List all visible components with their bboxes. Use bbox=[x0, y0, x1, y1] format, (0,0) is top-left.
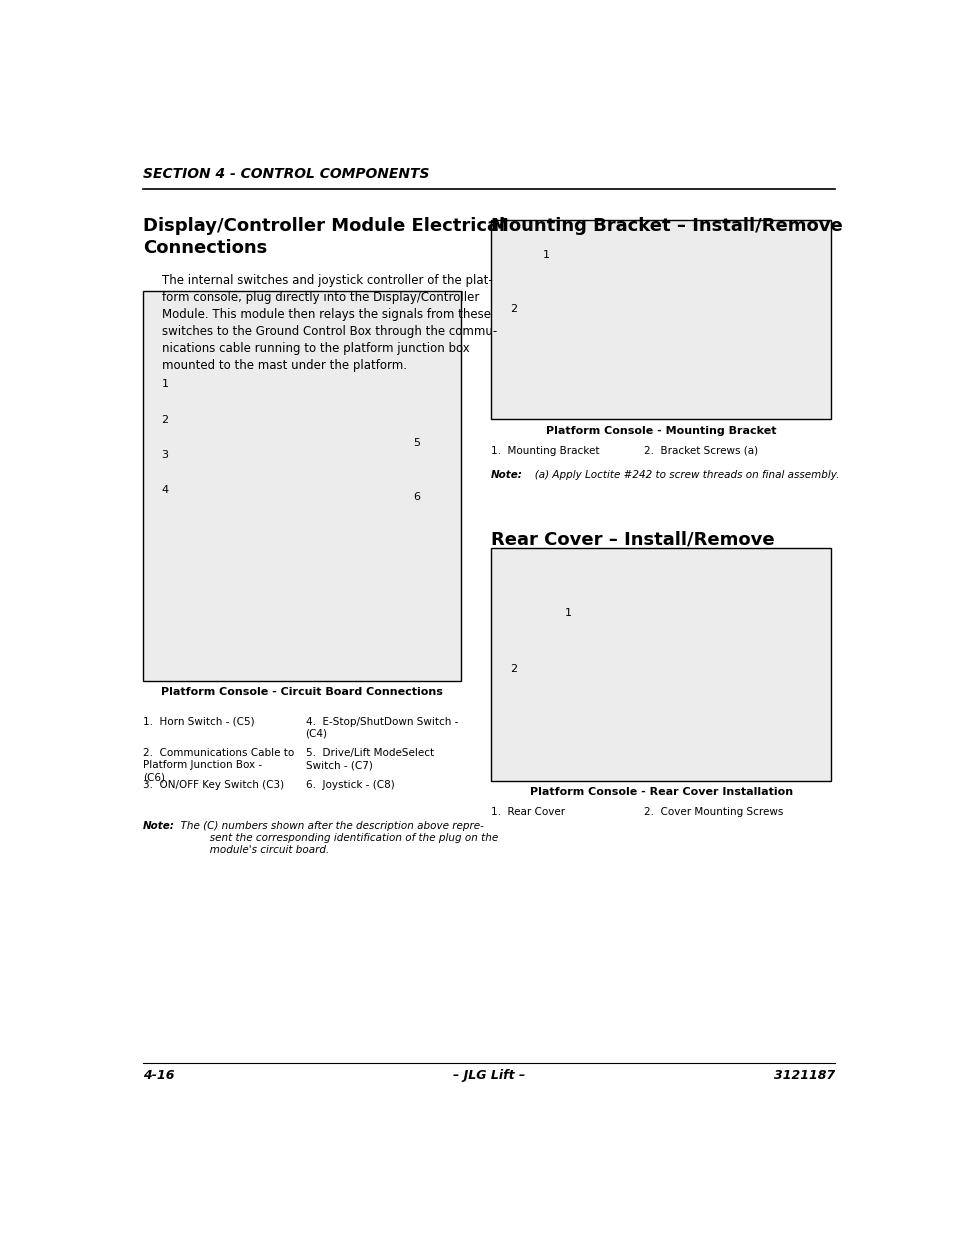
Text: The internal switches and joystick controller of the plat-
form console, plug di: The internal switches and joystick contr… bbox=[162, 274, 497, 372]
FancyBboxPatch shape bbox=[491, 220, 830, 419]
Text: 4-16: 4-16 bbox=[143, 1070, 174, 1082]
Text: Display/Controller Module Electrical
Connections: Display/Controller Module Electrical Con… bbox=[143, 216, 504, 257]
FancyBboxPatch shape bbox=[143, 291, 460, 680]
Text: 5: 5 bbox=[413, 438, 419, 448]
Text: 4.  E-Stop/ShutDown Switch -
(C4): 4. E-Stop/ShutDown Switch - (C4) bbox=[305, 716, 457, 739]
Text: Platform Console - Mounting Bracket: Platform Console - Mounting Bracket bbox=[545, 426, 776, 436]
Text: 1.  Horn Switch - (C5): 1. Horn Switch - (C5) bbox=[143, 716, 254, 727]
Text: 3121187: 3121187 bbox=[773, 1070, 834, 1082]
Text: 4: 4 bbox=[161, 484, 169, 495]
Text: Rear Cover – Install/Remove: Rear Cover – Install/Remove bbox=[491, 531, 774, 548]
Text: 1: 1 bbox=[564, 608, 572, 618]
Text: SECTION 4 - CONTROL COMPONENTS: SECTION 4 - CONTROL COMPONENTS bbox=[143, 168, 429, 182]
Text: 1: 1 bbox=[161, 379, 169, 389]
Text: Note:: Note: bbox=[143, 820, 174, 830]
Text: 5.  Drive/Lift ModeSelect
Switch - (C7): 5. Drive/Lift ModeSelect Switch - (C7) bbox=[305, 748, 434, 771]
Text: 2: 2 bbox=[161, 415, 169, 425]
Text: Platform Console - Rear Cover Installation: Platform Console - Rear Cover Installati… bbox=[529, 787, 792, 798]
Text: 3: 3 bbox=[161, 450, 169, 459]
Text: 2: 2 bbox=[509, 663, 517, 674]
Text: Platform Console - Circuit Board Connections: Platform Console - Circuit Board Connect… bbox=[161, 688, 442, 698]
Text: – JLG Lift –: – JLG Lift – bbox=[453, 1070, 524, 1082]
FancyBboxPatch shape bbox=[491, 547, 830, 781]
Text: 6.  Joystick - (C8): 6. Joystick - (C8) bbox=[305, 779, 394, 789]
Text: 2: 2 bbox=[509, 304, 517, 315]
Text: 1: 1 bbox=[542, 251, 549, 261]
Text: 6: 6 bbox=[413, 493, 419, 503]
Text: 1.  Rear Cover: 1. Rear Cover bbox=[491, 808, 565, 818]
Text: Note:: Note: bbox=[491, 469, 522, 479]
Text: (a) Apply Loctite #242 to screw threads on final assembly.: (a) Apply Loctite #242 to screw threads … bbox=[524, 469, 839, 479]
Text: 2.  Communications Cable to
Platform Junction Box -
(C6): 2. Communications Cable to Platform Junc… bbox=[143, 748, 294, 782]
Text: The (C) numbers shown after the description above repre-
           sent the cor: The (C) numbers shown after the descript… bbox=[173, 820, 497, 856]
Text: 2.  Bracket Screws (a): 2. Bracket Screws (a) bbox=[643, 446, 758, 456]
Text: 2.  Cover Mounting Screws: 2. Cover Mounting Screws bbox=[643, 808, 782, 818]
Text: Mounting Bracket – Install/Remove: Mounting Bracket – Install/Remove bbox=[491, 216, 842, 235]
Text: 3.  ON/OFF Key Switch (C3): 3. ON/OFF Key Switch (C3) bbox=[143, 779, 284, 789]
Text: 1.  Mounting Bracket: 1. Mounting Bracket bbox=[491, 446, 599, 456]
